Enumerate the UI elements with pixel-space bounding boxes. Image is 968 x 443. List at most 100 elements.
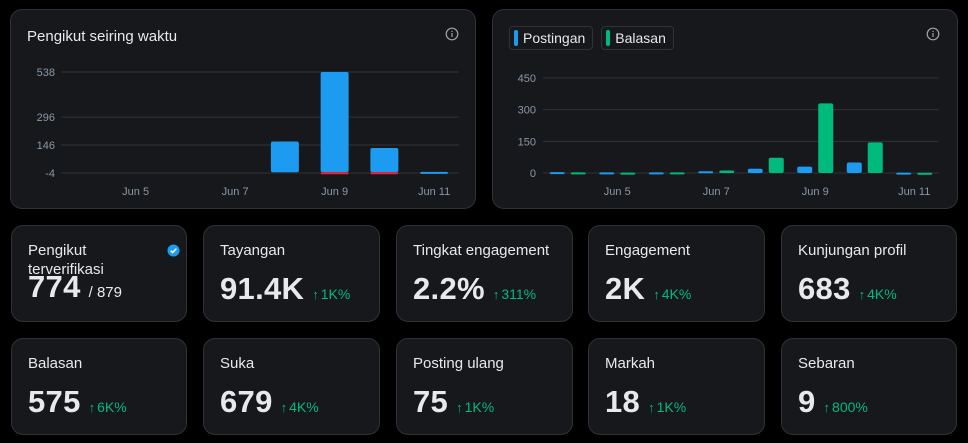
stat-card-verified-followers[interactable]: Pengikut terverifikasi 774 / 879 bbox=[11, 225, 187, 322]
stat-label: Posting ulang bbox=[413, 355, 504, 372]
stat-card-impressions[interactable]: Tayangan 91.4K ↑ 1K% bbox=[203, 225, 380, 322]
arrow-up-icon: ↑ bbox=[492, 287, 500, 302]
bar bbox=[648, 172, 664, 175]
stat-label: Pengikut terverifikasi bbox=[28, 242, 104, 278]
stat-label: Tayangan bbox=[220, 242, 286, 259]
legend-label-postingan: Postingan bbox=[523, 30, 586, 46]
y-tick-label: 146 bbox=[37, 140, 55, 152]
bar bbox=[846, 162, 862, 173]
stat-change: ↑ 4K% bbox=[859, 286, 897, 302]
stat-value-row: 679 ↑ 4K% bbox=[220, 384, 319, 420]
bar bbox=[768, 157, 784, 173]
stat-value-row: 75 ↑ 1K% bbox=[413, 384, 494, 420]
stat-change-value: 6K% bbox=[97, 399, 127, 415]
stat-change-value: 4K% bbox=[289, 399, 319, 415]
bar bbox=[599, 172, 615, 175]
stat-value: 2.2% bbox=[413, 271, 485, 306]
arrow-up-icon: ↑ bbox=[648, 400, 655, 415]
stat-label: Kunjungan profil bbox=[798, 242, 907, 259]
stat-value-row: 683 ↑ 4K% bbox=[798, 271, 897, 307]
bar bbox=[320, 172, 349, 175]
bar bbox=[320, 72, 349, 173]
stat-card-engagements[interactable]: Engagement 2K ↑ 4K% bbox=[588, 225, 765, 322]
bar bbox=[719, 170, 735, 173]
arrow-up-icon: ↑ bbox=[653, 287, 660, 302]
stat-value-row: 774 / 879 bbox=[28, 269, 122, 305]
stat-card-engagement-rate[interactable]: Tingkat engagement 2.2% ↑ 311% bbox=[396, 225, 573, 322]
stat-card-reposts[interactable]: Posting ulang 75 ↑ 1K% bbox=[396, 338, 573, 435]
arrow-up-icon: ↑ bbox=[280, 400, 288, 415]
bar bbox=[570, 172, 586, 175]
x-tick-label: Jun 9 bbox=[802, 186, 829, 198]
stat-label: Markah bbox=[605, 355, 656, 372]
followers-chart-plot: 538 296 146 -4 Jun 5 Jun 7 Jun 9 Jun 11 bbox=[37, 67, 459, 198]
stat-change: ↑ 4K% bbox=[653, 286, 691, 302]
info-icon[interactable] bbox=[445, 27, 459, 41]
stat-change: ↑ 6K% bbox=[89, 399, 127, 415]
bar bbox=[818, 103, 834, 173]
bar bbox=[420, 171, 449, 174]
chart-legend: Postingan Balasan bbox=[509, 26, 674, 50]
y-tick-label: -4 bbox=[45, 168, 55, 180]
legend-item-balasan[interactable]: Balasan bbox=[601, 26, 674, 50]
stat-value: 9 bbox=[798, 384, 816, 419]
bar bbox=[370, 172, 399, 175]
stat-card-replies[interactable]: Balasan 575 ↑ 6K% bbox=[11, 338, 187, 435]
bar bbox=[867, 142, 883, 173]
legend-item-postingan[interactable]: Postingan bbox=[509, 26, 594, 50]
y-tick-label: 300 bbox=[518, 105, 536, 117]
stat-value: 75 bbox=[413, 384, 449, 419]
stat-value-row: 2K ↑ 4K% bbox=[605, 271, 691, 307]
x-tick-label: Jun 11 bbox=[418, 186, 450, 198]
stat-label: Suka bbox=[220, 355, 255, 372]
arrow-up-icon: ↑ bbox=[823, 400, 831, 415]
stat-change-value: 311% bbox=[501, 286, 537, 302]
stat-change: ↑ 4K% bbox=[281, 399, 319, 415]
stat-change-value: 800% bbox=[832, 399, 868, 415]
bar bbox=[620, 172, 636, 175]
verified-badge-icon bbox=[167, 244, 180, 257]
stat-change-value: 1K% bbox=[320, 286, 351, 302]
x-tick-label: Jun 9 bbox=[321, 186, 348, 198]
y-tick-label: 296 bbox=[37, 112, 55, 124]
stat-value-row: 9 ↑ 800% bbox=[798, 384, 868, 420]
stat-value: 774 bbox=[28, 269, 81, 304]
activity-chart-card: Postingan Balasan 450 300 150 0 Jun 5 Jun 7 Ju… bbox=[492, 9, 958, 209]
stat-value: 91.4K bbox=[220, 271, 305, 306]
stat-change: ↑ 1K% bbox=[312, 286, 350, 302]
arrow-up-icon: ↑ bbox=[88, 400, 96, 415]
stat-card-bookmarks[interactable]: Markah 18 ↑ 1K% bbox=[588, 338, 765, 435]
stat-change-value: 1K% bbox=[656, 399, 687, 415]
stat-card-likes[interactable]: Suka 679 ↑ 4K% bbox=[203, 338, 380, 435]
x-tick-label: Jun 11 bbox=[898, 186, 930, 198]
bar bbox=[270, 141, 299, 173]
bar bbox=[370, 148, 399, 173]
stat-total: / 879 bbox=[88, 284, 122, 301]
arrow-up-icon: ↑ bbox=[858, 287, 866, 302]
stat-card-profile-visits[interactable]: Kunjungan profil 683 ↑ 4K% bbox=[781, 225, 957, 322]
bar bbox=[549, 172, 565, 175]
stat-card-shares[interactable]: Sebaran 9 ↑ 800% bbox=[781, 338, 957, 435]
stat-change: ↑ 311% bbox=[493, 286, 536, 302]
followers-chart-card: Pengikut seiring waktu 538 296 146 -4 Jun 5 J… bbox=[10, 9, 476, 209]
stat-value: 2K bbox=[605, 271, 646, 306]
x-tick-label: Jun 5 bbox=[122, 186, 149, 198]
bar bbox=[917, 172, 933, 175]
stat-change-value: 4K% bbox=[867, 286, 897, 302]
bar bbox=[896, 172, 912, 175]
y-tick-label: 0 bbox=[530, 168, 536, 180]
stat-change: ↑ 1K% bbox=[648, 399, 686, 415]
stat-change-value: 4K% bbox=[661, 286, 692, 302]
legend-label-balasan: Balasan bbox=[615, 30, 666, 46]
info-icon[interactable] bbox=[926, 27, 940, 41]
stat-change: ↑ 800% bbox=[824, 399, 868, 415]
legend-swatch-balasan bbox=[606, 30, 611, 46]
stat-change: ↑ 1K% bbox=[456, 399, 494, 415]
legend-swatch-postingan bbox=[514, 30, 518, 46]
stat-value: 679 bbox=[220, 384, 273, 419]
bar bbox=[698, 171, 714, 174]
bar bbox=[747, 168, 763, 173]
y-tick-label: 538 bbox=[37, 67, 55, 79]
arrow-up-icon: ↑ bbox=[456, 400, 463, 415]
y-tick-label: 450 bbox=[518, 73, 536, 85]
